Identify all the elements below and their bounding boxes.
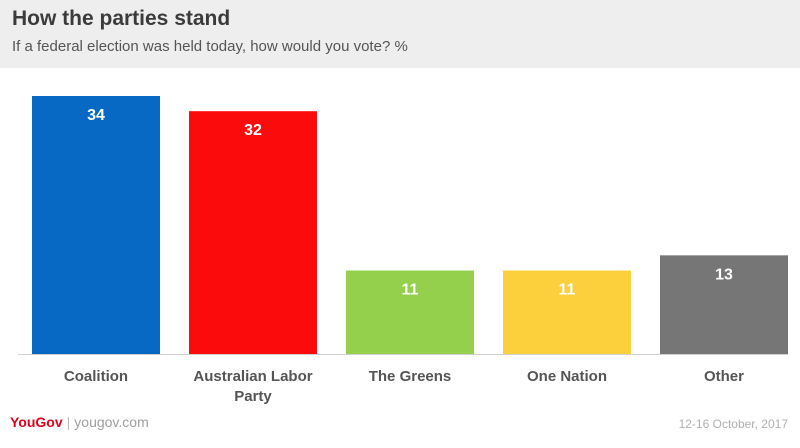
bar-coalition <box>32 96 160 354</box>
footer-site: yougov.com <box>74 414 149 430</box>
footer-brand: YouGov | yougov.com <box>10 414 149 430</box>
footer-divider: | <box>66 414 71 430</box>
bar-one-nation <box>503 270 631 354</box>
chart-title: How the parties stand <box>12 7 231 30</box>
data-label-other: 13 <box>715 266 733 283</box>
category-label-coalition: Coalition <box>64 368 128 385</box>
data-label-coalition: 34 <box>87 107 105 124</box>
category-label-one-nation: One Nation <box>527 368 607 385</box>
data-label-the-greens: 11 <box>402 282 419 299</box>
data-label-australian-labor-party: 32 <box>244 122 262 139</box>
category-label-other: Other <box>704 368 744 385</box>
category-label-australian-labor-party: Australian Labor Party <box>193 368 312 405</box>
bar-other <box>660 255 788 354</box>
category-label-the-greens: The Greens <box>369 368 452 385</box>
data-label-one-nation: 11 <box>559 282 576 299</box>
bar-the-greens <box>346 270 474 354</box>
bar-chart: 34 Coalition 32 Australian Labor Party 11 The … <box>18 96 788 405</box>
footer-date: 12-16 October, 2017 <box>678 417 788 431</box>
chart-header: How the parties stand If a federal elect… <box>0 0 800 68</box>
yougov-logo: YouGov <box>10 414 63 430</box>
chart-subtitle: If a federal election was held today, ho… <box>12 38 408 55</box>
bar-australian-labor-party <box>189 111 317 354</box>
